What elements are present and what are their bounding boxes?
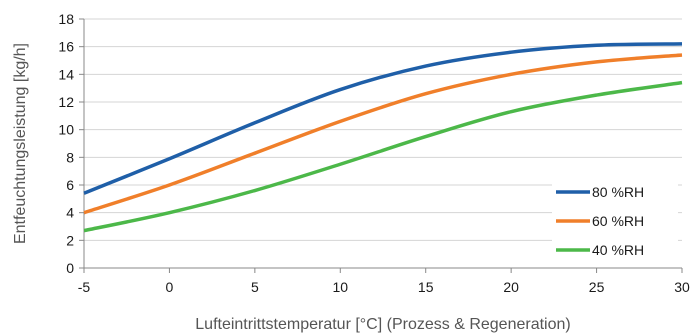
y-tick-label: 6 xyxy=(66,177,74,193)
y-tick-label: 16 xyxy=(58,39,74,55)
legend-label-3: 40 %RH xyxy=(592,242,644,258)
y-tick-label: 2 xyxy=(66,232,74,248)
x-axis-title: Lufteintrittstemperatur [°C] (Prozess & … xyxy=(195,316,570,333)
x-tick-label: 25 xyxy=(589,279,605,295)
axes xyxy=(79,18,683,273)
y-tick-label: 8 xyxy=(66,149,74,165)
x-tick-label: 10 xyxy=(332,279,348,295)
series-line-3 xyxy=(83,80,683,233)
legend-label-1: 80 %RH xyxy=(592,184,644,200)
y-tick-label: 18 xyxy=(58,11,74,27)
y-tick-label: 4 xyxy=(66,205,74,221)
x-tick-label: 20 xyxy=(503,279,519,295)
legend-label-2: 60 %RH xyxy=(592,213,644,229)
x-tick-label: -5 xyxy=(78,279,91,295)
y-tick-label: 10 xyxy=(58,122,74,138)
series-line-2 xyxy=(83,53,683,215)
y-tick-label: 0 xyxy=(66,260,74,276)
series-lines xyxy=(83,42,683,233)
y-tick-label: 14 xyxy=(58,66,74,82)
y-tick-label: 12 xyxy=(58,94,74,110)
series-line-1 xyxy=(83,42,683,195)
x-tick-label: 15 xyxy=(418,279,434,295)
y-axis-title: Entfeuchtungsleistung [kg/h] xyxy=(12,43,29,244)
x-tick-label: 5 xyxy=(251,279,259,295)
gridlines xyxy=(84,18,682,269)
x-tick-label: 0 xyxy=(166,279,174,295)
legend: 80 %RH 60 %RH 40 %RH xyxy=(552,176,678,264)
x-tick-label: 30 xyxy=(674,279,690,295)
